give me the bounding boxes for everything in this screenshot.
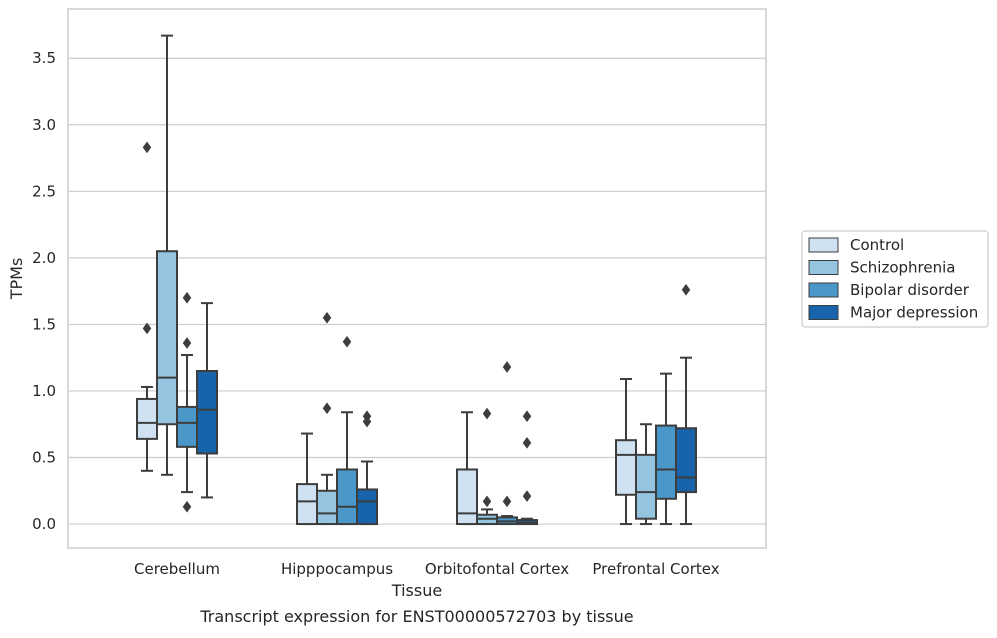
- legend-label: Control: [850, 236, 904, 254]
- legend-label: Schizophrenia: [850, 259, 955, 277]
- box-schizophrenia: [156, 250, 178, 426]
- legend-swatch: [808, 260, 839, 275]
- y-tick-label: 0.0: [32, 515, 56, 533]
- outlier-point: [522, 410, 532, 423]
- box-schizophrenia: [635, 453, 657, 520]
- x-tick-label: Hipppocampus: [281, 560, 393, 578]
- outlier-point: [482, 407, 492, 420]
- outlier-point: [182, 500, 192, 513]
- y-tick-label: 2.0: [32, 249, 56, 267]
- y-tick-label: 3.5: [32, 49, 56, 67]
- y-tick-label: 2.5: [32, 182, 56, 200]
- chart-caption: Transcript expression for ENST0000057270…: [199, 607, 633, 626]
- plot-frame: [67, 8, 767, 549]
- x-tick-label: Prefrontal Cortex: [592, 560, 719, 578]
- outlier-point: [502, 495, 512, 508]
- box-bipolar-disorder: [655, 424, 677, 500]
- box-major-depression: [675, 427, 697, 494]
- outlier-point: [522, 436, 532, 449]
- y-tick-label: 1.5: [32, 315, 56, 333]
- box-schizophrenia: [316, 489, 338, 526]
- outlier-point: [142, 141, 152, 154]
- y-tick-label: 0.5: [32, 449, 56, 467]
- box-major-depression: [196, 369, 218, 455]
- outlier-point: [322, 402, 332, 415]
- box-bipolar-disorder: [336, 468, 358, 526]
- x-tick-label: Cerebellum: [134, 560, 220, 578]
- outlier-point: [502, 361, 512, 373]
- outlier-point: [522, 490, 532, 503]
- legend-label: Major depression: [850, 304, 978, 322]
- outlier-point: [182, 337, 192, 349]
- outlier-point: [342, 335, 352, 348]
- x-axis-label: Tissue: [391, 581, 442, 600]
- outlier-point: [322, 311, 332, 324]
- box-control: [456, 468, 478, 526]
- box-major-depression: [356, 488, 378, 526]
- legend-swatch: [808, 305, 839, 320]
- box-control: [296, 483, 318, 526]
- legend-swatch: [808, 237, 839, 253]
- box-control: [615, 439, 637, 496]
- y-axis-label: TPMs: [7, 258, 26, 301]
- box-bipolar-disorder: [176, 405, 198, 448]
- legend-swatch: [808, 282, 839, 298]
- legend-label: Bipolar disorder: [850, 281, 970, 299]
- outlier-point: [182, 291, 192, 304]
- outlier-point: [362, 410, 372, 423]
- box-control: [136, 397, 158, 440]
- outlier-point: [482, 495, 492, 508]
- outlier-point: [681, 283, 691, 296]
- y-tick-label: 3.0: [32, 116, 56, 134]
- legend-box: [801, 230, 989, 328]
- outlier-point: [142, 322, 152, 335]
- x-tick-label: Orbitofontal Cortex: [425, 560, 569, 578]
- y-tick-label: 1.0: [32, 382, 56, 400]
